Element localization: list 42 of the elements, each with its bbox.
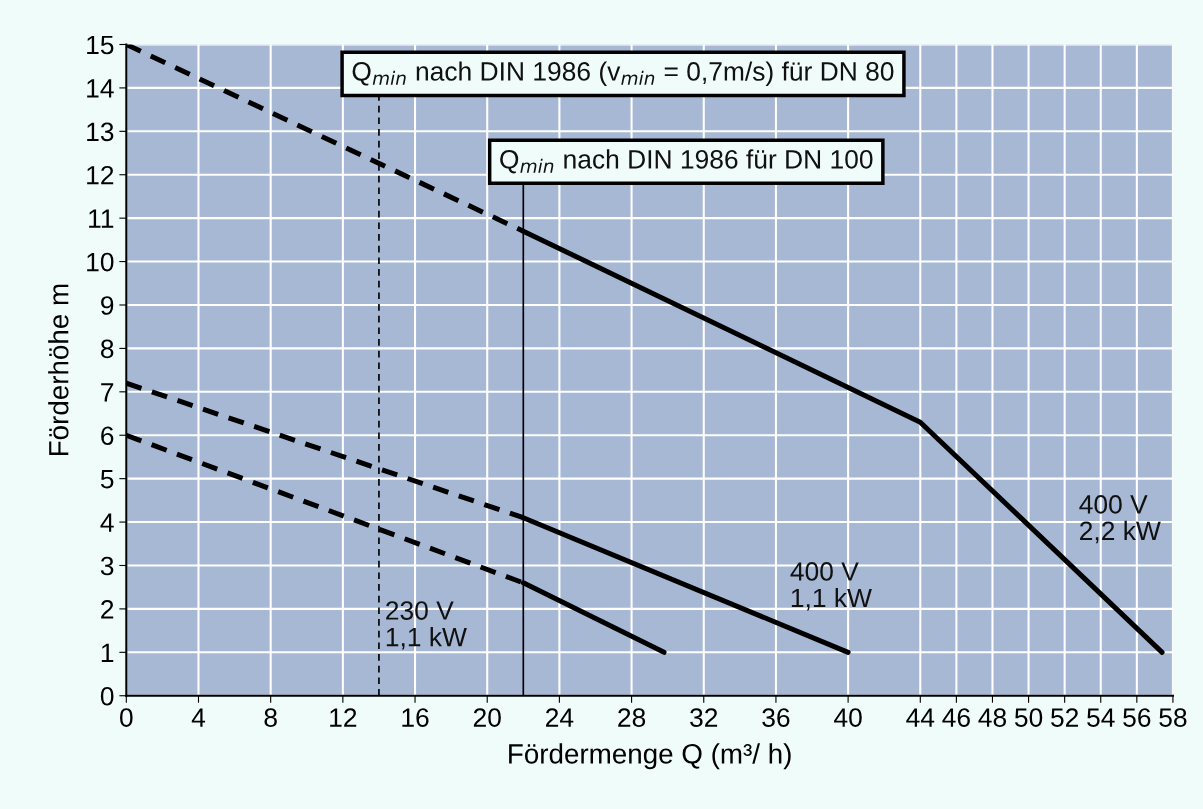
x-tick-label: 44 (906, 708, 935, 727)
y-axis-title: Förderhöhe m (48, 284, 69, 456)
x-tick-label: 56 (1123, 708, 1151, 727)
x-tick-label: 48 (978, 708, 1007, 727)
x-tick-label: 50 (1014, 708, 1043, 727)
x-tick-label: 8 (264, 708, 277, 727)
y-tick-label: 12 (87, 165, 114, 185)
y-tick-label: 3 (100, 556, 114, 576)
x-tick-label: 52 (1051, 708, 1079, 727)
y-tick-label: 6 (101, 426, 114, 446)
x-tick-label: 54 (1087, 708, 1115, 727)
x-axis-title: Fördermenge Q (m³/ h) (509, 743, 791, 770)
x-tick-label: 16 (402, 708, 429, 727)
y-tick-label: 10 (87, 252, 114, 272)
x-tick-label: 40 (834, 708, 862, 727)
x-tick-label: 12 (330, 708, 357, 727)
y-tick-label: 0 (100, 686, 114, 706)
x-tick-label: 46 (942, 708, 970, 727)
y-tick-label: 9 (101, 296, 114, 315)
y-tick-label: 11 (89, 209, 114, 228)
y-tick-label: 14 (87, 79, 114, 98)
x-tick-label: 28 (618, 708, 646, 727)
y-tick-label: 4 (100, 513, 114, 532)
annotation: 400 V 2,2 kW (1079, 495, 1161, 544)
y-tick-label: 8 (100, 339, 114, 359)
y-tick-label: 2 (101, 600, 114, 619)
x-tick-label: 58 (1159, 708, 1187, 727)
x-tick-label: 20 (473, 708, 501, 727)
annotation: 230 V 1,1 kW (386, 601, 467, 650)
x-tick-label: 0 (120, 708, 133, 727)
annotation: 400 V 1,1 kW (790, 562, 872, 611)
y-tick-label: 15 (87, 35, 114, 55)
y-tick-label: 1 (101, 643, 114, 662)
annotation: Q$_{min}$ nach DIN 1986 für DN 100 (500, 149, 873, 174)
y-tick-label: 13 (87, 122, 114, 142)
annotation: Q$_{min}$ nach DIN 1986 (v$_{min}$ = 0,7m/s) für DN 80 (352, 61, 894, 86)
x-tick-label: 36 (762, 708, 790, 727)
x-tick-label: 4 (191, 708, 206, 727)
x-tick-label: 32 (690, 708, 718, 727)
y-tick-label: 5 (100, 470, 114, 489)
x-tick-label: 24 (546, 708, 574, 727)
y-tick-label: 7 (101, 383, 114, 402)
